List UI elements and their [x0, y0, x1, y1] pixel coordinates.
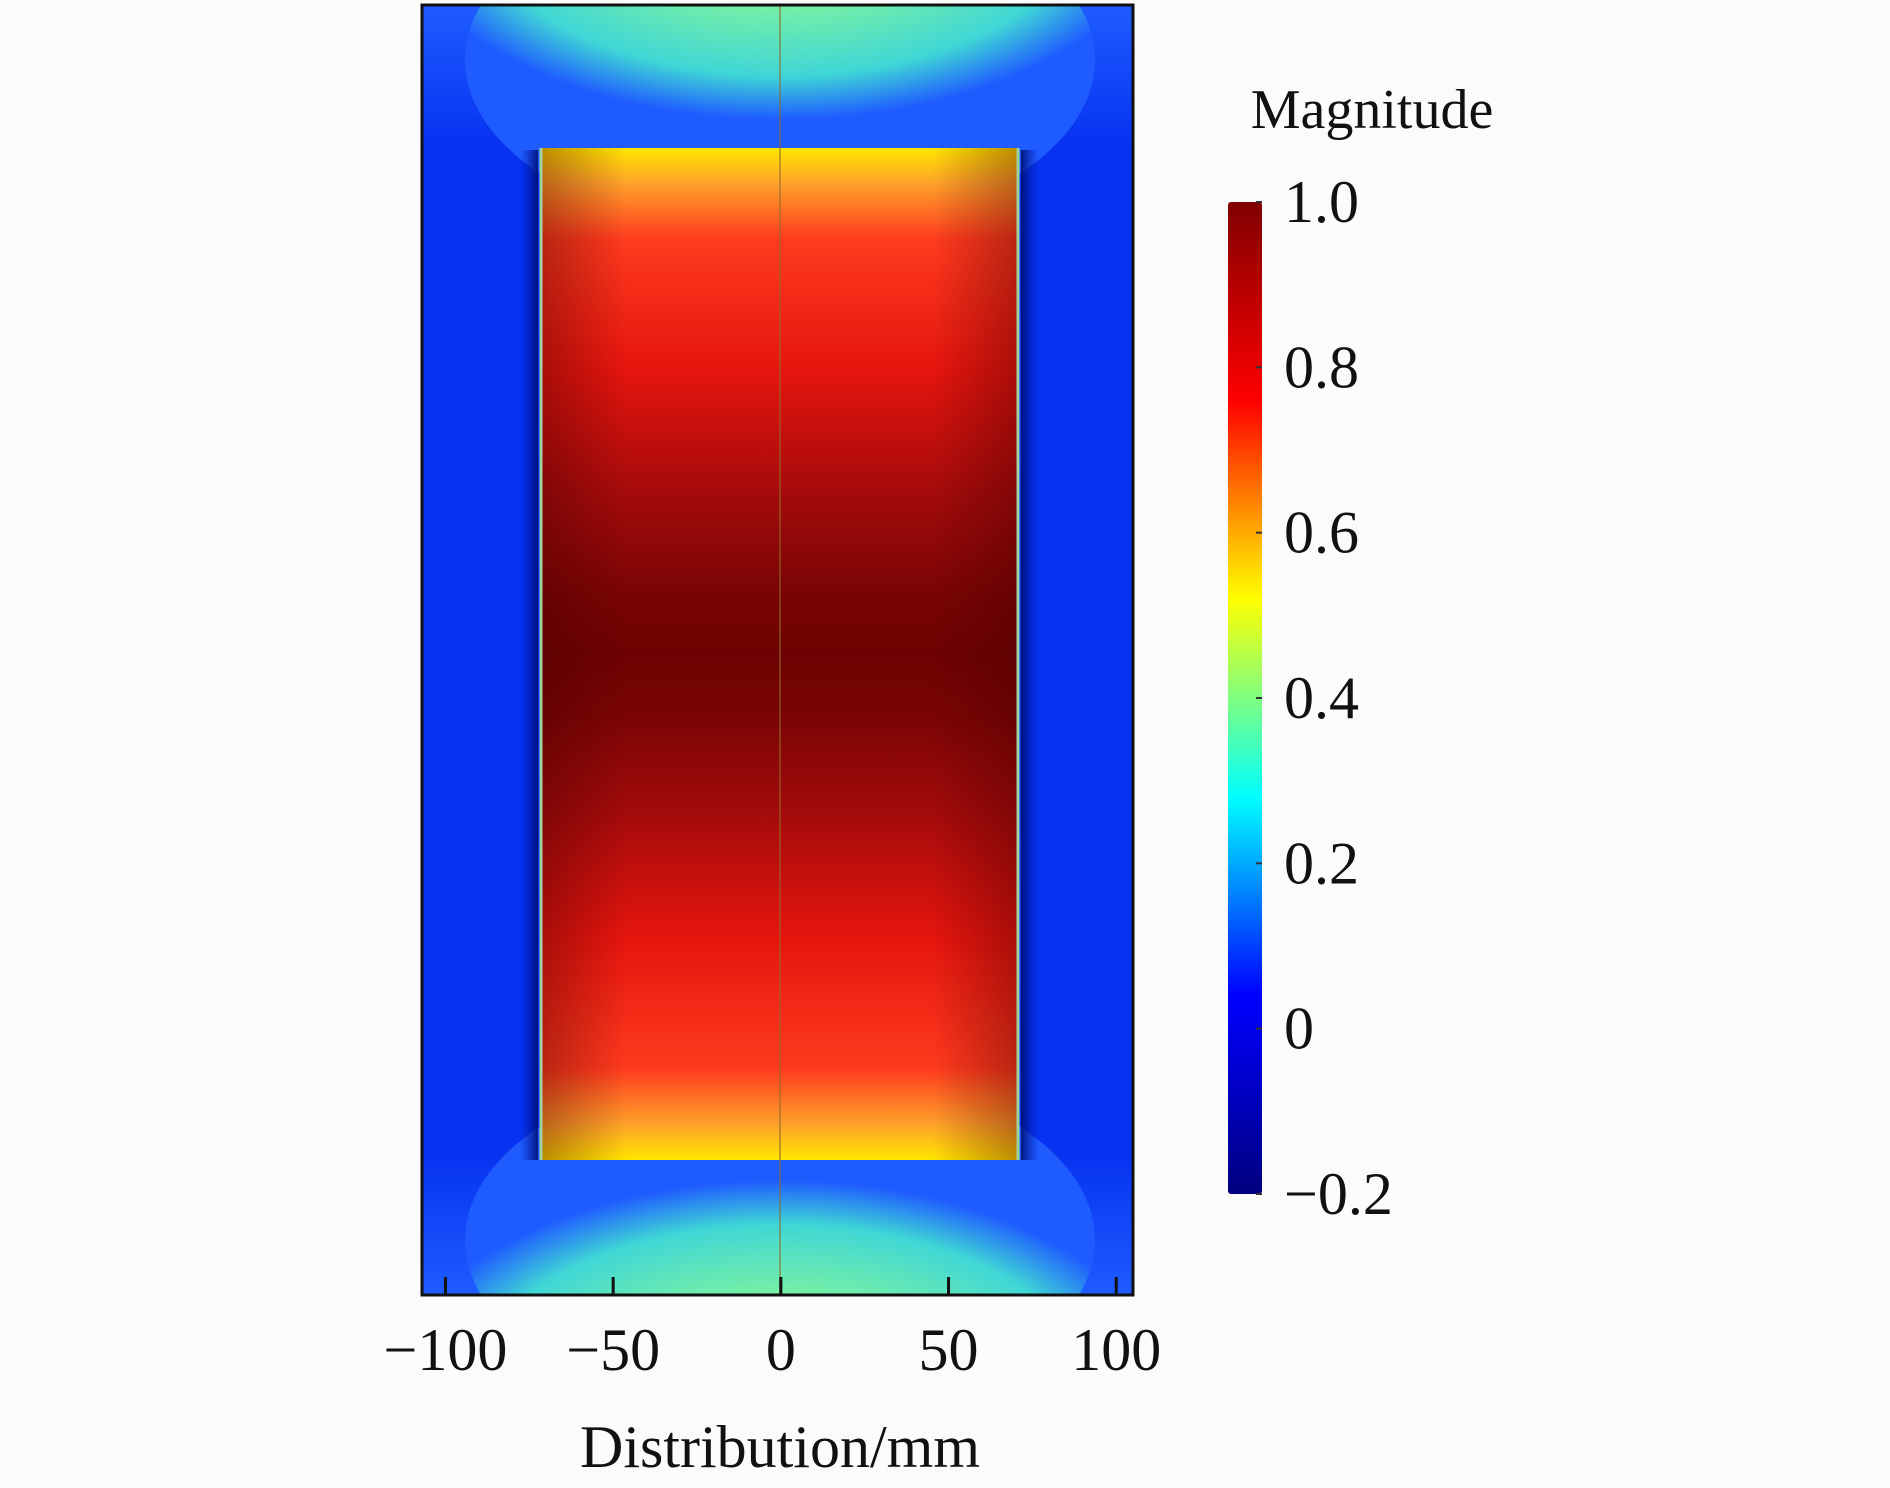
x-tick-label: 100	[1071, 1317, 1161, 1383]
colorbar-title: Magnitude	[1251, 79, 1494, 141]
colorbar-tick-label: 0.6	[1284, 500, 1359, 566]
heatmap-plot-frame	[420, 3, 1135, 1297]
colorbar-ticks	[1256, 201, 1262, 1195]
colorbar: Magnitude 1.0 0.8 0.6 0.4 0.2 0 −0.2	[1228, 79, 1493, 1227]
x-tick-label: 0	[766, 1317, 796, 1383]
colorbar-tick-labels: 1.0 0.8 0.6 0.4 0.2 0 −0.2	[1284, 169, 1393, 1227]
x-tick-label: −50	[566, 1317, 660, 1383]
colorbar-tick-label: 0.4	[1284, 665, 1359, 731]
x-axis-label: Distribution/mm	[580, 1414, 980, 1480]
colorbar-tick-label: 0.8	[1284, 334, 1359, 400]
heatmap-left-edge-shadow	[520, 150, 538, 1160]
x-axis-ticks	[443, 1277, 1118, 1295]
colorbar-tick-label: 0	[1284, 996, 1314, 1062]
colorbar-tick-label: 0.2	[1284, 830, 1359, 896]
heatmap-plot-area	[420, 3, 1135, 1297]
colorbar-tick-label: 1.0	[1284, 169, 1359, 235]
heatmap-right-edge-shadow	[1021, 150, 1039, 1160]
x-tick-label: 50	[919, 1317, 979, 1383]
x-axis-tick-labels: −100 −50 0 50 100	[384, 1317, 1162, 1383]
colorbar-tick-label: −0.2	[1284, 1161, 1393, 1227]
x-tick-label: −100	[384, 1317, 508, 1383]
colorbar-gradient-bar	[1228, 202, 1262, 1194]
